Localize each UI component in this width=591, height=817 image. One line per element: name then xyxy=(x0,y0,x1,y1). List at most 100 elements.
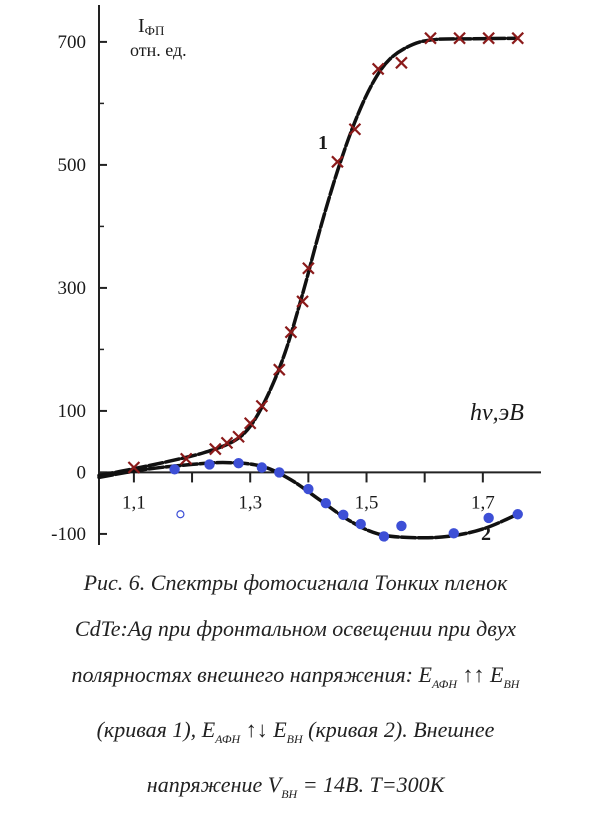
series-1-point-5 xyxy=(243,416,257,430)
caption-line-4-prefix: (кривая 1), xyxy=(96,717,197,742)
series-2-open-point-0 xyxy=(176,510,185,519)
x-marker xyxy=(453,31,466,45)
caption-line-4: (кривая 1), EАФН ↑↓ EВН (кривая 2). Внеш… xyxy=(0,707,591,762)
series-1-point-9 xyxy=(296,295,309,308)
y-tick-label-3: 300 xyxy=(58,278,87,299)
caption-line-5: напряжение VВН = 14В. Т=300К xyxy=(0,762,591,817)
v-vh-symbol: V xyxy=(267,772,282,797)
series-2-point-8 xyxy=(355,518,366,530)
series-1-point-4 xyxy=(232,430,245,444)
x-marker xyxy=(220,436,234,450)
x-axis-title: hν,эВ xyxy=(470,400,524,426)
series-1-point-18 xyxy=(511,31,525,45)
x-marker xyxy=(302,261,315,275)
series-1-point-1 xyxy=(179,452,193,466)
y-axis-title: IФП xyxy=(138,15,164,38)
series-2-point-2 xyxy=(233,458,244,469)
e-afh-subscript-2: АФН xyxy=(215,732,241,746)
v-vh-subscript: ВН xyxy=(281,787,298,801)
voltage-value: = 14В xyxy=(302,772,359,797)
x-marker xyxy=(255,399,269,413)
series-1-point-17 xyxy=(482,31,495,45)
x-marker xyxy=(424,31,437,45)
figure-caption: Рис. 6. Спектры фотосигнала Тонких плено… xyxy=(0,560,591,817)
series-1-point-2 xyxy=(209,442,222,456)
series-1-point-13 xyxy=(371,62,385,76)
series-2-point-7 xyxy=(338,509,349,521)
x-marker xyxy=(395,56,408,70)
caption-line-5-prefix: напряжение xyxy=(146,772,263,797)
ticks: -100 0 100 300 500 700 1,1 1,3 1,5 1,7 xyxy=(51,32,495,545)
x-marker xyxy=(284,325,298,339)
series-2-point-1 xyxy=(204,459,215,470)
series-2-point-12 xyxy=(483,512,494,524)
series-1-point-8 xyxy=(284,325,298,339)
caption-line-3-text: полярностях внешнего напряжения: xyxy=(71,662,413,687)
curve-label-1: 1 xyxy=(318,132,328,154)
e-vh-subscript: ВН xyxy=(503,677,520,691)
x-marker xyxy=(209,442,222,456)
e-afh-symbol: E xyxy=(418,662,432,687)
e-vh-symbol: E xyxy=(490,662,504,687)
series-2-point-5 xyxy=(303,483,314,495)
x-tick-label-0: 1,1 xyxy=(122,492,146,513)
x-marker xyxy=(331,155,344,169)
series-1-point-14 xyxy=(395,56,408,70)
x-marker xyxy=(511,31,525,45)
x-marker xyxy=(371,62,385,76)
x-tick-label-3: 1,7 xyxy=(471,492,495,513)
caption-line-2: CdTe:Ag при фронтальном освещении при дв… xyxy=(74,616,517,641)
photosignal-spectra-chart: -100 0 100 300 500 700 1,1 1,3 1,5 1,7 IФП отн. е… xyxy=(51,5,541,545)
y-tick-label-1: 0 xyxy=(77,462,87,483)
e-afh-symbol-2: E xyxy=(201,717,216,742)
series-1-point-12 xyxy=(348,122,362,136)
e-vh-subscript-2: ВН xyxy=(286,732,303,746)
caption-line-5-suffix: . Т=300К xyxy=(358,772,445,797)
series-1-point-15 xyxy=(424,31,437,45)
series-2-point-4 xyxy=(274,467,285,478)
series-2-point-11 xyxy=(448,528,459,539)
caption-line-3: полярностях внешнего напряжения: EАФН ↑↑… xyxy=(0,652,591,707)
markers xyxy=(127,31,525,542)
x-marker xyxy=(348,122,362,136)
series-2-point-13 xyxy=(512,509,523,520)
x-marker xyxy=(232,430,245,444)
antiparallel-arrows: ↑↓ xyxy=(245,717,268,742)
series-2-point-3 xyxy=(256,462,268,473)
series-1-point-6 xyxy=(255,399,269,413)
series-1-point-7 xyxy=(273,363,286,376)
x-marker xyxy=(273,363,286,376)
axes xyxy=(98,5,541,545)
parallel-arrows: ↑↑ xyxy=(462,662,485,687)
x-marker xyxy=(243,416,257,430)
series-1-point-16 xyxy=(453,31,466,45)
caption-line-1: Рис. 6. Спектры фотосигнала Тонких плено… xyxy=(83,570,508,595)
series-1-point-11 xyxy=(331,155,344,169)
y-tick-label-0: -100 xyxy=(51,524,86,545)
series-2-curve xyxy=(97,460,520,540)
series-1-point-3 xyxy=(220,436,234,450)
curves xyxy=(97,36,520,540)
x-marker xyxy=(482,31,495,45)
x-marker xyxy=(179,452,193,466)
curve-label-2: 2 xyxy=(481,523,491,545)
e-afh-subscript: АФН xyxy=(431,677,457,691)
x-marker xyxy=(127,461,141,474)
series-2-point-9 xyxy=(378,531,390,542)
series-1-point-0 xyxy=(127,461,141,474)
e-vh-symbol-2: E xyxy=(273,717,287,742)
y-tick-label-5: 700 xyxy=(58,32,87,53)
x-tick-label-1: 1,3 xyxy=(238,492,262,513)
caption-line-4-suffix: (кривая 2). Внешнее xyxy=(308,717,495,742)
series-2-point-10 xyxy=(396,520,407,532)
series-1-curve xyxy=(97,36,520,478)
y-tick-label-4: 500 xyxy=(58,155,87,176)
series-2-point-0 xyxy=(169,464,180,475)
y-axis-unit: отн. ед. xyxy=(130,40,187,60)
series-2-point-6 xyxy=(320,497,332,509)
x-tick-label-2: 1,5 xyxy=(355,492,379,513)
series-1-point-10 xyxy=(302,261,315,275)
x-marker xyxy=(296,295,309,308)
y-tick-label-2: 100 xyxy=(58,401,87,422)
labels: IФП отн. ед. hν,эВ 1 2 xyxy=(130,15,524,545)
